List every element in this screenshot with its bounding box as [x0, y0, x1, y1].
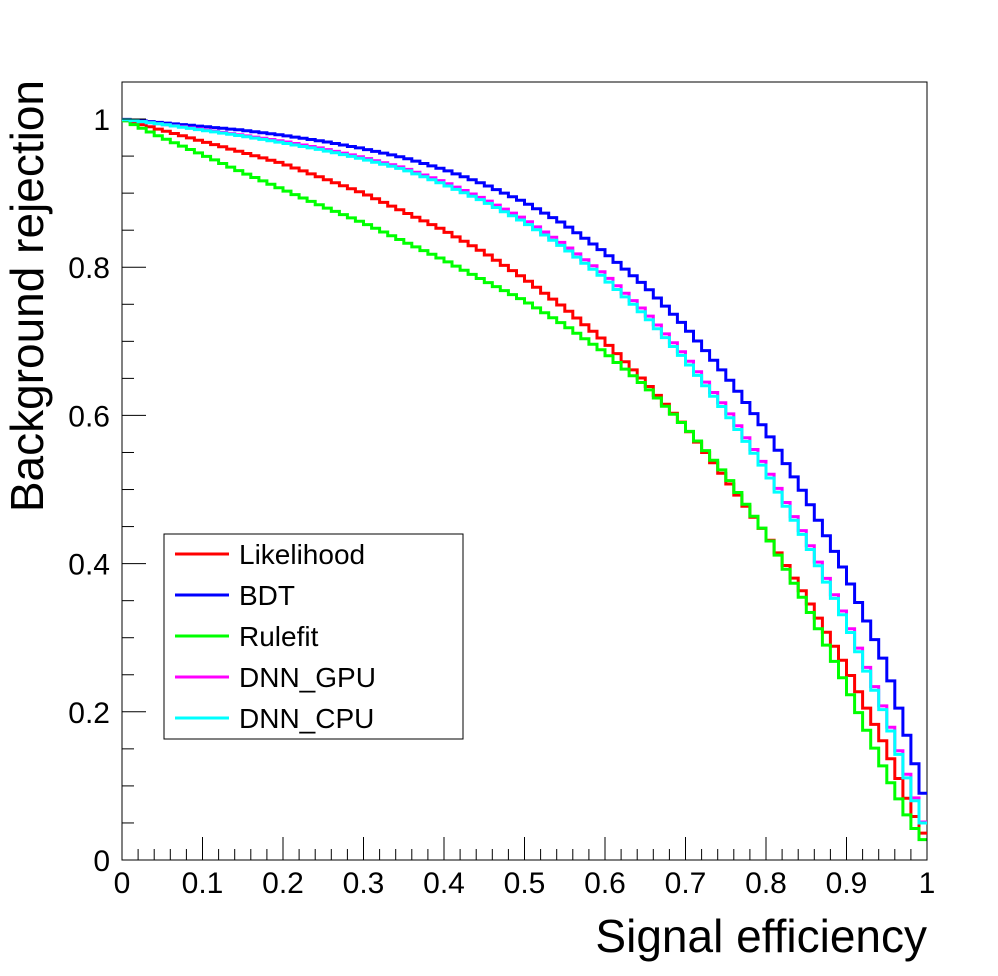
x-tick-label: 0.6: [584, 867, 626, 900]
x-tick-label: 0.7: [665, 867, 707, 900]
x-tick-label: 0.5: [504, 867, 546, 900]
x-tick-label: 0.8: [745, 867, 787, 900]
x-tick-label: 0.9: [826, 867, 868, 900]
legend-label-rulefit: Rulefit: [239, 621, 319, 652]
y-tick-label: 0.4: [68, 549, 110, 582]
legend-label-dnn-gpu: DNN_GPU: [239, 662, 376, 693]
series-line-dnn-cpu: [122, 118, 927, 825]
legend-label-bdt: BDT: [239, 580, 295, 611]
series-line-bdt: [122, 117, 927, 795]
x-tick-label: 0.3: [343, 867, 385, 900]
y-axis-title: Background rejection: [1, 80, 53, 512]
y-tick-label: 0.2: [68, 697, 110, 730]
x-tick-label: 1: [919, 867, 936, 900]
x-tick-label: 0.1: [182, 867, 224, 900]
x-axis-ticks: [121, 837, 928, 860]
y-axis-ticks: [122, 118, 146, 861]
x-tick-label: 0: [114, 867, 131, 900]
y-tick-label: 0.6: [68, 400, 110, 433]
x-tick-label: 0.2: [262, 867, 304, 900]
y-tick-label: 1: [93, 104, 110, 137]
x-axis-tick-labels: 0 0.1 0.2 0.3 0.4 0.5 0.6 0.7 0.8 0.9 1: [114, 867, 936, 900]
series-line-rulefit: [122, 119, 927, 842]
curves-group: [122, 117, 927, 842]
y-axis-tick-labels: 0 0.2 0.4 0.6 0.8 1: [68, 104, 110, 878]
plot-frame: [121, 81, 928, 861]
legend: Likelihood BDT Rulefit DNN_GPU DNN_CPU: [163, 533, 464, 740]
legend-label-dnn-cpu: DNN_CPU: [239, 703, 374, 734]
y-tick-label: 0: [93, 845, 110, 878]
x-axis-title: Signal efficiency: [595, 910, 927, 962]
x-tick-label: 0.4: [423, 867, 465, 900]
legend-label-likelihood: Likelihood: [239, 539, 365, 570]
y-tick-label: 0.8: [68, 252, 110, 285]
